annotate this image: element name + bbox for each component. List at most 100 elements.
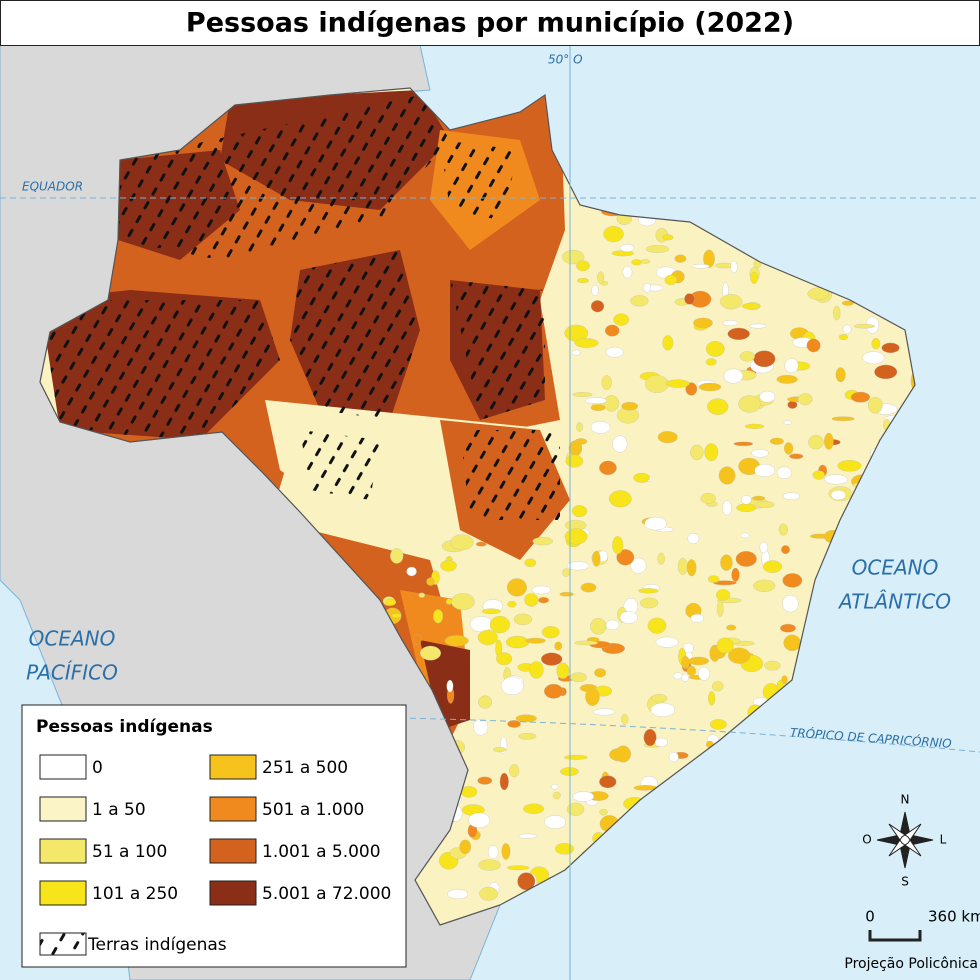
municipality (882, 343, 900, 353)
municipality (641, 259, 650, 263)
municipality (666, 380, 690, 388)
municipality (508, 601, 517, 607)
municipality (419, 593, 425, 598)
municipality (741, 495, 751, 504)
municipality (701, 493, 716, 504)
municipality (719, 467, 735, 485)
municipality (553, 792, 561, 799)
municipality (634, 473, 650, 483)
legend-swatch (210, 839, 256, 863)
municipality (777, 467, 792, 479)
municipality (490, 616, 510, 633)
municipality (507, 866, 529, 870)
municipality (620, 244, 634, 251)
municipality (640, 598, 658, 608)
municipality (545, 815, 566, 828)
municipality (470, 616, 492, 632)
municipality (708, 691, 715, 705)
municipality (525, 559, 536, 567)
municipality (708, 576, 719, 583)
legend-box (22, 705, 406, 967)
legend-label: 51 a 100 (92, 842, 167, 862)
municipality (764, 661, 780, 670)
municipality (524, 593, 538, 606)
municipality (609, 490, 631, 507)
municipality (586, 397, 607, 403)
municipality (868, 397, 882, 413)
municipality (566, 455, 583, 468)
legend-label: 0 (92, 758, 103, 778)
municipality (613, 435, 628, 452)
municipality (728, 328, 750, 340)
municipality (673, 672, 682, 679)
municipality (523, 804, 544, 814)
municipality (461, 786, 477, 797)
municipality (597, 272, 604, 284)
municipality (555, 642, 562, 651)
legend-label: 101 a 250 (92, 884, 178, 904)
municipality (585, 688, 599, 706)
municipality (577, 278, 589, 283)
municipality (698, 667, 709, 681)
municipality (451, 593, 474, 610)
municipality (560, 592, 574, 596)
municipality (573, 791, 594, 801)
municipality (645, 517, 667, 530)
compass-n: N (901, 793, 910, 807)
municipality (752, 449, 769, 457)
municipality (753, 580, 775, 592)
municipality (469, 813, 490, 828)
municipality (691, 614, 704, 623)
municipality (663, 335, 674, 350)
municipality (447, 889, 467, 898)
municipality (385, 599, 396, 606)
municipality (542, 626, 559, 638)
municipality (741, 533, 749, 538)
municipality (753, 351, 775, 367)
municipality (732, 568, 740, 582)
municipality (831, 490, 846, 500)
municipality (623, 266, 632, 278)
municipality (813, 471, 825, 480)
municipality (591, 405, 606, 411)
title: Pessoas indígenas por município (2022) (186, 8, 794, 39)
municipality (390, 548, 403, 563)
municipality (631, 259, 641, 265)
municipality (740, 351, 755, 361)
municipality (874, 365, 897, 379)
municipality (745, 424, 764, 429)
compass-e: L (940, 833, 947, 847)
municipality (693, 318, 712, 328)
municipality (658, 553, 665, 565)
municipality (843, 325, 851, 334)
municipality (717, 638, 734, 653)
municipality (716, 589, 730, 600)
municipality (690, 445, 703, 460)
municipality (752, 496, 765, 500)
municipality (720, 294, 742, 309)
municipality (581, 583, 596, 592)
municipality (648, 618, 666, 634)
municipality (785, 359, 799, 373)
municipality (643, 283, 650, 292)
municipality (734, 442, 753, 446)
municipality (750, 272, 757, 284)
municipality (572, 350, 580, 356)
scale-start: 0 (865, 908, 875, 926)
municipality (445, 635, 469, 646)
municipality (509, 764, 519, 777)
municipality (684, 293, 694, 304)
municipality (681, 656, 689, 669)
municipality (692, 264, 710, 268)
municipality (783, 573, 802, 587)
legend-label: Terras indígenas (87, 935, 227, 955)
municipality (824, 433, 833, 450)
municipality (407, 567, 417, 576)
municipality (576, 261, 589, 271)
legend-label: 5.001 a 72.000 (262, 884, 391, 904)
legend-swatch (40, 797, 86, 821)
municipality (872, 338, 880, 349)
municipality (638, 588, 658, 593)
municipality (717, 601, 723, 617)
municipality (784, 442, 793, 454)
